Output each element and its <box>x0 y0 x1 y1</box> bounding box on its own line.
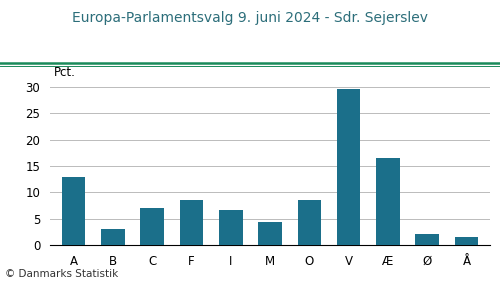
Bar <box>376 158 400 245</box>
Bar <box>219 210 242 245</box>
Bar <box>180 201 203 245</box>
Bar <box>101 230 124 245</box>
Bar <box>298 201 321 245</box>
Bar <box>62 177 86 245</box>
Text: Europa-Parlamentsvalg 9. juni 2024 - Sdr. Sejerslev: Europa-Parlamentsvalg 9. juni 2024 - Sdr… <box>72 11 428 25</box>
Bar <box>337 89 360 245</box>
Text: © Danmarks Statistik: © Danmarks Statistik <box>5 269 118 279</box>
Text: Pct.: Pct. <box>54 66 76 79</box>
Bar <box>454 237 478 245</box>
Bar <box>140 208 164 245</box>
Bar <box>258 222 282 245</box>
Bar <box>416 234 439 245</box>
